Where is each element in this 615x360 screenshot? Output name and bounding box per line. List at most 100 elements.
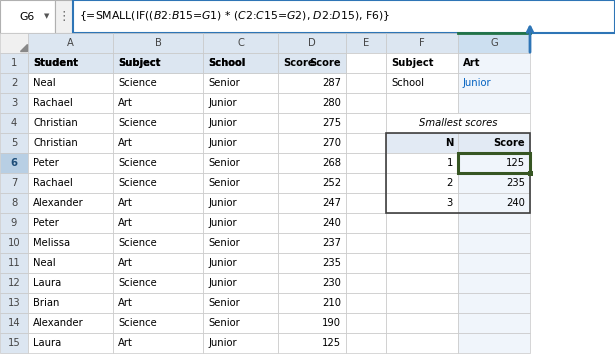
Bar	[386, 273, 458, 293]
Bar	[0, 0, 55, 33]
Bar	[28, 293, 113, 313]
Bar	[28, 53, 113, 73]
Bar	[113, 233, 203, 253]
Bar	[0, 273, 28, 293]
Bar	[28, 93, 113, 113]
Text: 4: 4	[11, 118, 17, 128]
Bar	[386, 153, 458, 173]
Bar	[346, 33, 386, 53]
Text: Junior: Junior	[208, 278, 237, 288]
Bar	[346, 113, 386, 133]
Bar	[28, 313, 113, 333]
Text: 247: 247	[322, 198, 341, 208]
Text: 14: 14	[7, 318, 20, 328]
Bar	[203, 273, 278, 293]
Bar	[203, 153, 278, 173]
Bar	[0, 253, 28, 273]
Bar	[386, 293, 458, 313]
Bar	[346, 313, 386, 333]
Text: Art: Art	[118, 198, 133, 208]
Text: 252: 252	[322, 178, 341, 188]
Text: Junior: Junior	[208, 258, 237, 268]
Bar	[113, 213, 203, 233]
Bar	[346, 273, 386, 293]
Text: E: E	[363, 38, 369, 48]
Bar	[278, 53, 346, 73]
Bar	[458, 213, 530, 233]
Bar	[458, 253, 530, 273]
Bar	[278, 233, 346, 253]
Text: Neal: Neal	[33, 78, 55, 88]
Bar	[278, 133, 346, 153]
Bar	[113, 33, 203, 53]
Text: Laura: Laura	[33, 338, 62, 348]
Bar	[278, 253, 346, 273]
Text: 270: 270	[322, 138, 341, 148]
Text: Art: Art	[118, 138, 133, 148]
Bar	[73, 0, 615, 33]
Bar	[458, 53, 530, 73]
Bar	[113, 273, 203, 293]
Bar	[386, 333, 458, 353]
Text: 275: 275	[322, 118, 341, 128]
Text: Christian: Christian	[33, 118, 77, 128]
Bar	[386, 33, 458, 53]
Text: Rachael: Rachael	[33, 178, 73, 188]
Bar	[278, 313, 346, 333]
Bar	[0, 213, 28, 233]
Text: F: F	[419, 38, 425, 48]
Bar	[203, 193, 278, 213]
Bar	[203, 233, 278, 253]
Text: Subject: Subject	[391, 58, 434, 68]
Bar	[203, 333, 278, 353]
Bar	[386, 313, 458, 333]
Bar	[113, 153, 203, 173]
Bar	[458, 273, 530, 293]
Bar	[458, 73, 530, 93]
Bar	[113, 53, 203, 73]
Text: 235: 235	[322, 258, 341, 268]
Bar	[386, 133, 530, 213]
Text: Senior: Senior	[208, 178, 240, 188]
Text: Smallest scores: Smallest scores	[419, 118, 498, 128]
Bar	[386, 53, 458, 73]
Text: 11: 11	[7, 258, 20, 268]
Text: 125: 125	[322, 338, 341, 348]
Text: 240: 240	[322, 218, 341, 228]
Text: 237: 237	[322, 238, 341, 248]
Text: 235: 235	[506, 178, 525, 188]
Bar	[386, 113, 530, 133]
Bar	[28, 173, 113, 193]
Bar	[346, 233, 386, 253]
Bar	[203, 53, 278, 73]
Bar	[28, 113, 113, 133]
Bar	[0, 293, 28, 313]
Bar	[28, 233, 113, 253]
Text: ▼: ▼	[44, 13, 50, 19]
Bar	[0, 233, 28, 253]
Text: Junior: Junior	[208, 218, 237, 228]
Text: 3: 3	[446, 198, 453, 208]
Text: Junior: Junior	[208, 338, 237, 348]
Bar	[203, 213, 278, 233]
Text: Science: Science	[118, 178, 157, 188]
Bar	[346, 133, 386, 153]
Bar	[458, 313, 530, 333]
Bar	[278, 213, 346, 233]
Text: Senior: Senior	[208, 78, 240, 88]
Bar	[28, 33, 113, 53]
Text: Science: Science	[118, 278, 157, 288]
Text: Art: Art	[118, 258, 133, 268]
Text: Science: Science	[118, 78, 157, 88]
Text: Peter: Peter	[33, 158, 59, 168]
Bar	[203, 313, 278, 333]
Bar	[278, 293, 346, 313]
Text: Junior: Junior	[463, 78, 491, 88]
Text: Science: Science	[118, 158, 157, 168]
Text: 12: 12	[7, 278, 20, 288]
Bar	[278, 173, 346, 193]
Text: Laura: Laura	[33, 278, 62, 288]
Text: 2: 2	[446, 178, 453, 188]
Text: 10: 10	[7, 238, 20, 248]
Bar	[0, 73, 28, 93]
